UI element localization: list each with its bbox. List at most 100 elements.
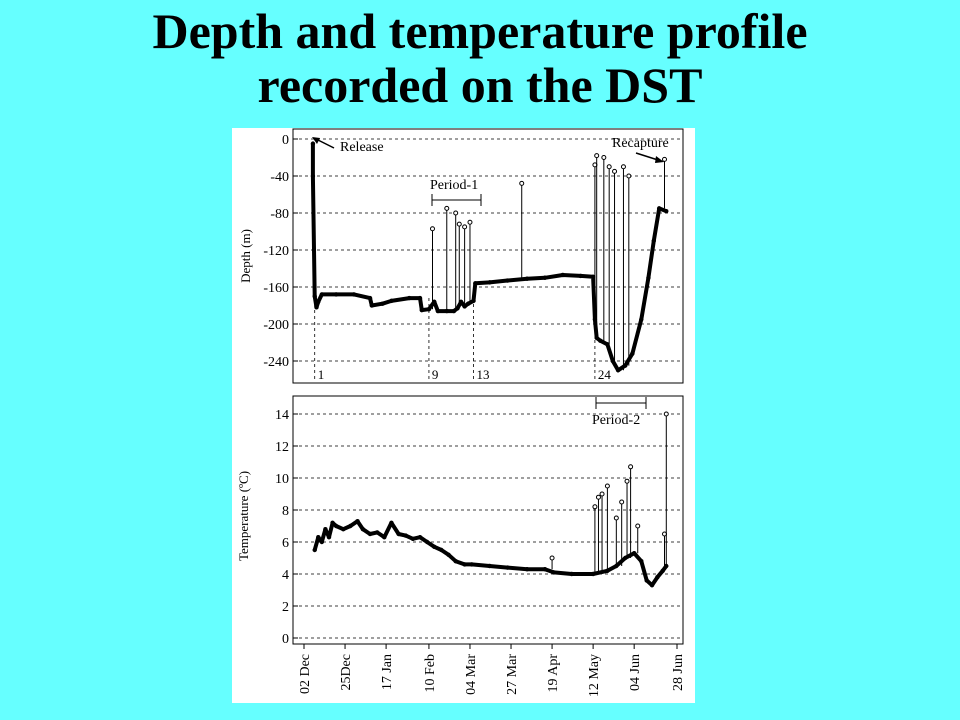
temperature-x-tick-label: 02 Dec <box>298 654 313 694</box>
slide-title-line-2: recorded on the DST <box>257 57 703 113</box>
depth-spike-point <box>612 168 618 174</box>
depth-data-point <box>333 292 339 297</box>
depth-y-tick-label: -80 <box>270 207 289 222</box>
dst-chart-svg: 0-40-80-120-160-200-240 1 9 13 24 Depth (m)… <box>236 128 686 697</box>
temperature-data-point <box>417 535 423 540</box>
depth-series <box>310 141 669 373</box>
temperature-chart: 0 2 4 6 8 10 12 14 02 Dec 25Dec 17 Jan 10 Feb 04 Ma… <box>236 395 686 697</box>
depth-spike-point <box>467 219 473 225</box>
temperature-data-point <box>319 539 325 545</box>
temperature-x-tick-label: 10 Feb <box>423 654 438 693</box>
temperature-data-point <box>590 571 596 577</box>
temperature-data-point <box>389 520 394 525</box>
depth-data-point <box>312 294 317 299</box>
temperature-data-point <box>639 559 644 564</box>
depth-series-line <box>310 143 668 373</box>
depth-data-point <box>435 308 441 314</box>
depth-y-tick-label: -200 <box>263 318 289 333</box>
depth-y-tick-label: -120 <box>263 244 289 259</box>
temperature-data-point <box>453 559 458 564</box>
depth-data-point <box>615 368 621 373</box>
temperature-data-point <box>660 568 665 573</box>
depth-data-point <box>542 275 548 280</box>
depth-data-point <box>455 306 460 311</box>
temperature-data-point <box>367 531 373 537</box>
temperature-y-tick-label: 8 <box>282 504 289 519</box>
depth-data-point <box>319 292 325 297</box>
depth-data-point <box>369 303 375 308</box>
depth-data-point <box>389 298 394 304</box>
release-arrow <box>317 139 335 149</box>
temperature-data-point <box>569 571 574 577</box>
depth-spike-point <box>594 153 600 159</box>
depth-data-point <box>623 363 628 368</box>
temperature-data-point <box>360 527 366 532</box>
depth-data-point <box>367 295 373 301</box>
temperature-spike-point <box>592 504 598 510</box>
depth-data-point <box>598 338 603 343</box>
temperature-series-line <box>312 519 668 588</box>
depth-data-point <box>465 301 471 306</box>
depth-spike-point <box>662 156 668 162</box>
temperature-data-point <box>348 523 353 529</box>
depth-data-point <box>316 299 321 304</box>
period-1-annotation: Period-1 <box>430 178 478 193</box>
temperature-data-point <box>439 547 444 553</box>
depth-spike-point <box>453 210 459 216</box>
temperature-y-tick-label: 10 <box>275 472 289 487</box>
depth-markers: 1 9 13 24 <box>314 298 612 382</box>
temperature-spike-point <box>635 523 641 529</box>
depth-data-point <box>314 305 319 310</box>
temperature-data-point <box>374 530 380 535</box>
temperature-spike-point <box>595 494 601 500</box>
temperature-data-point <box>403 533 408 538</box>
depth-data-point <box>351 292 357 297</box>
depth-data-point <box>560 272 565 278</box>
depth-data-point <box>656 206 662 211</box>
temperature-x-tick-label: 27 Mar <box>505 654 520 695</box>
depth-data-point <box>578 273 583 279</box>
depth-y-axis-label: Depth (m) <box>238 229 253 283</box>
temperature-data-point <box>432 544 437 549</box>
depth-data-point <box>310 141 316 146</box>
recapture-annotation: Recapture <box>612 136 669 151</box>
release-annotation: Release <box>340 140 384 155</box>
depth-marker-label: 9 <box>432 367 439 382</box>
depth-data-point <box>646 275 651 280</box>
temperature-data-point <box>316 535 321 540</box>
depth-marker-label: 1 <box>318 367 325 382</box>
depth-data-point <box>651 238 656 243</box>
dst-figure: 0 -40 -80 -120 -160 -200 -240 1 9 13 24 Depth (m)… <box>232 128 695 703</box>
temperature-plot-frame <box>292 395 684 645</box>
temperature-x-tick-label: 04 Jun <box>628 654 643 691</box>
temperature-data-point <box>469 562 474 567</box>
temperature-data-point <box>382 535 387 540</box>
temperature-y-tick-label: 14 <box>275 408 289 423</box>
temperature-data-point <box>312 547 317 553</box>
recapture-arrow <box>635 152 659 161</box>
depth-marker-label: 13 <box>477 367 490 382</box>
depth-marker-label: 24 <box>598 367 612 382</box>
temperature-data-point <box>631 551 637 556</box>
temperature-data-point <box>551 570 557 575</box>
depth-chart: 0 -40 -80 -120 -160 -200 -240 1 9 13 24 Depth (m)… <box>238 128 684 384</box>
temperature-data-point <box>487 563 492 569</box>
temperature-spike-point <box>613 515 619 521</box>
temperature-gridlines <box>293 413 683 639</box>
release-arrow-head <box>312 137 320 144</box>
temperature-x-tick-label: 17 Jan <box>380 654 395 690</box>
depth-data-point <box>605 342 610 347</box>
temperature-y-tick-label: 6 <box>282 536 289 551</box>
temperature-x-tick-label: 28 Jun <box>671 654 686 691</box>
temperature-data-point <box>341 527 346 532</box>
depth-spike-point <box>620 164 626 170</box>
temperature-data-point <box>462 562 467 567</box>
depth-data-point <box>432 299 437 304</box>
temperature-data-point <box>323 527 328 532</box>
depth-y-tick-label: -160 <box>263 281 289 296</box>
temperature-data-point <box>326 535 332 540</box>
temperature-y-ticks: 0 2 4 6 8 10 12 14 <box>275 408 298 647</box>
temperature-data-point <box>655 575 660 580</box>
temperature-y-axis-label: Temperature (ºC) <box>236 471 251 561</box>
depth-data-point <box>664 208 669 214</box>
